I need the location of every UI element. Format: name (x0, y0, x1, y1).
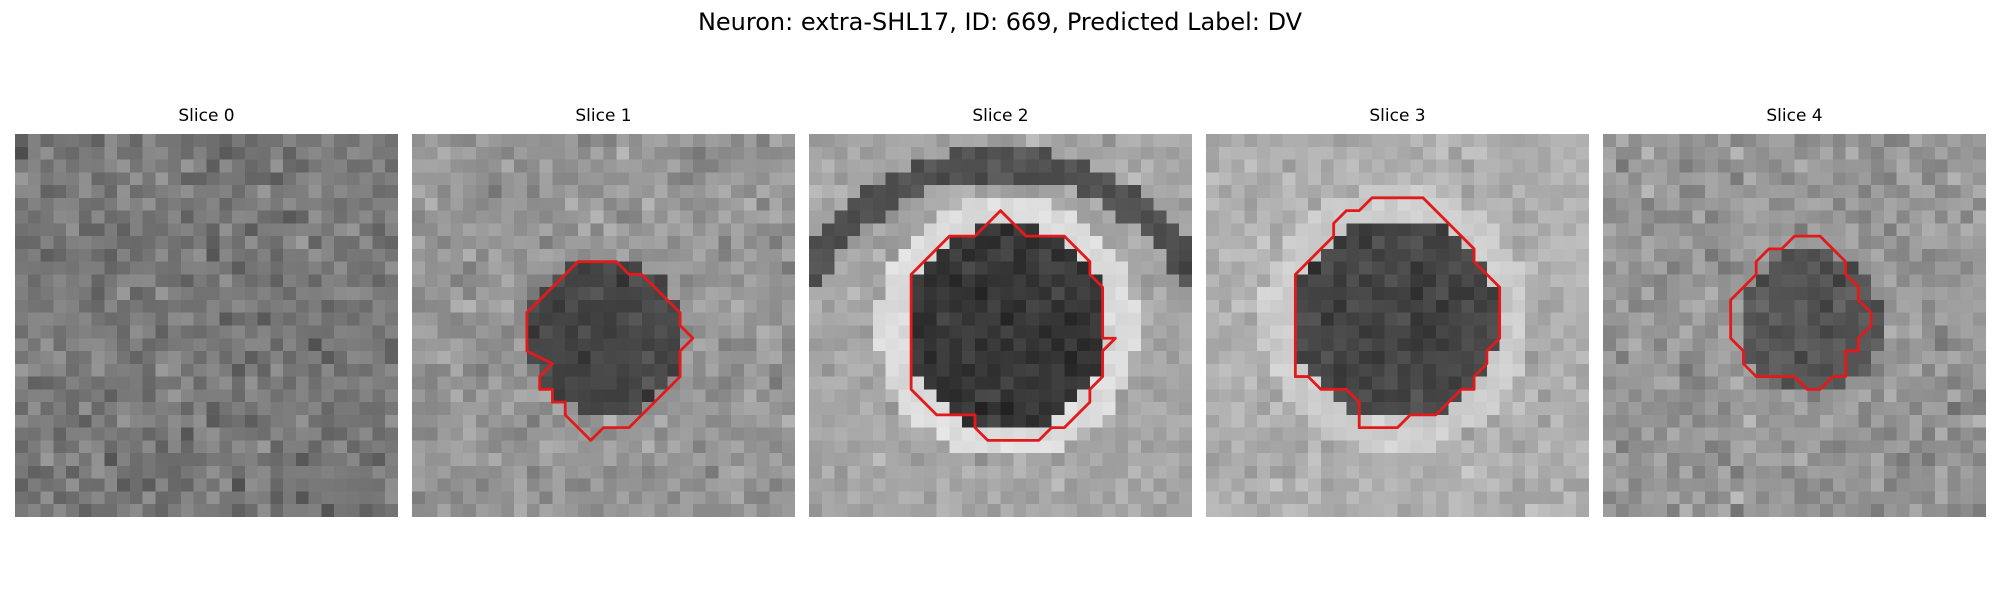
roi-contour-2 (909, 209, 1117, 442)
slice-image-2 (809, 134, 1192, 517)
slice-image-4 (1603, 134, 1986, 517)
slice-title-4: Slice 4 (1766, 106, 1823, 126)
slice-title-1: Slice 1 (575, 106, 632, 126)
roi-contour-3 (1293, 196, 1502, 430)
roi-contour-4 (1729, 234, 1873, 391)
slice-image-1 (412, 134, 795, 517)
slice-title-0: Slice 0 (178, 106, 235, 126)
slice-title-3: Slice 3 (1369, 106, 1426, 126)
slice-image-3 (1206, 134, 1589, 517)
slice-image-0 (15, 134, 398, 517)
slice-title-2: Slice 2 (972, 106, 1029, 126)
figure-title: Neuron: extra-SHL17, ID: 669, Predicted … (697, 8, 1303, 36)
roi-contour-1 (525, 260, 695, 442)
